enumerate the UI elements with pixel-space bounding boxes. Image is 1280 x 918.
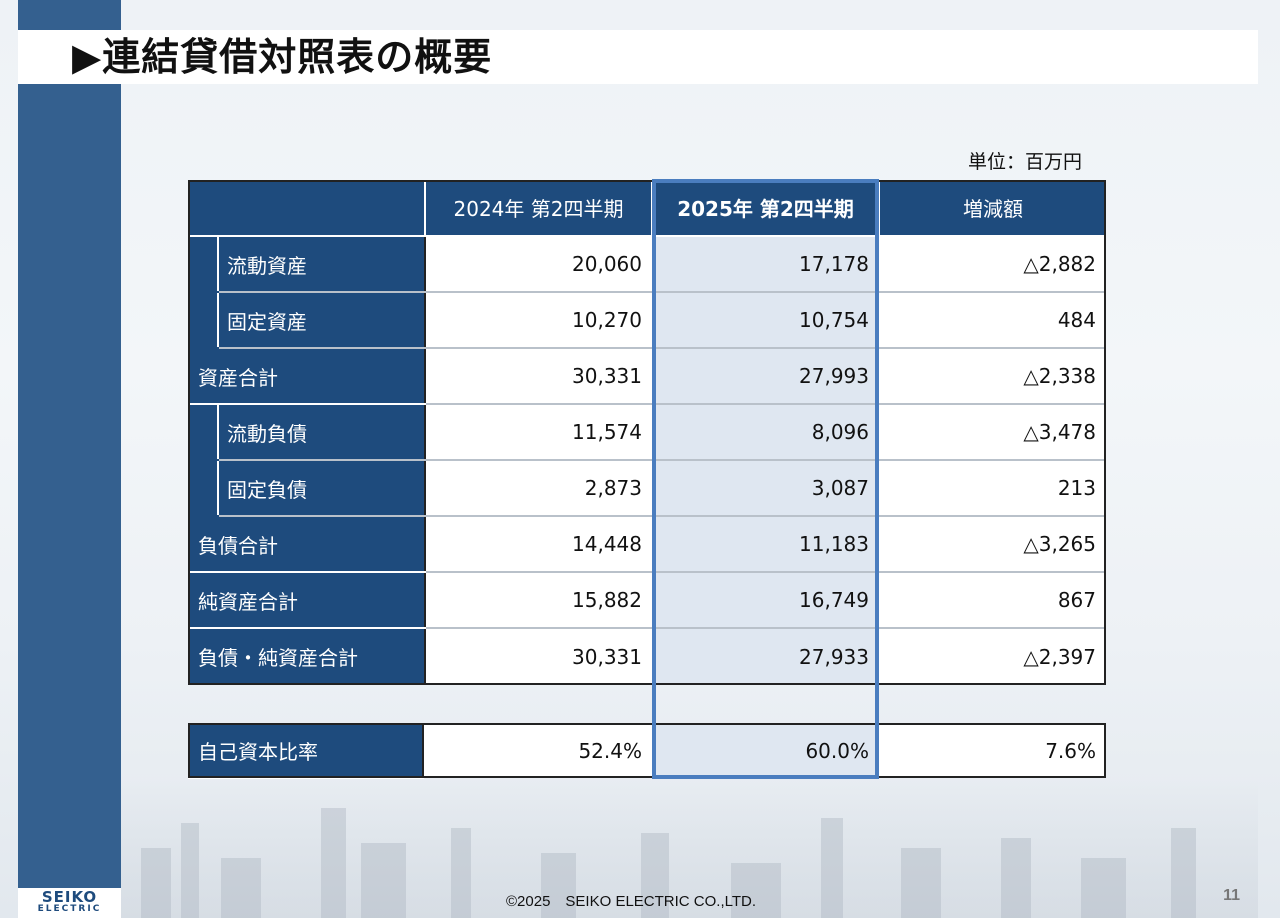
copyright-footer: ©2025 SEIKO ELECTRIC CO.,LTD.	[506, 893, 757, 910]
value-2024: 2,873	[424, 460, 652, 517]
indent-cell	[188, 292, 218, 349]
header-blank-cell	[188, 180, 426, 237]
indent-cell	[188, 236, 218, 293]
indent-cell	[188, 404, 218, 461]
value-change: 484	[879, 292, 1106, 349]
value-2024: 30,331	[424, 628, 652, 684]
logo-line-1: SEIKO	[41, 888, 98, 906]
page-number: 11	[1223, 887, 1240, 904]
page-title: ▶連結貸借対照表の概要	[72, 35, 493, 79]
table-row: 固定資産 10,270 10,754 484	[188, 292, 1106, 349]
table-row: 資産合計 30,331 27,993 △2,338	[188, 348, 1106, 405]
value-2025: 27,933	[652, 628, 879, 684]
row-label: 固定資産	[217, 292, 425, 349]
header-2024-q2: 2024年 第2四半期	[425, 180, 653, 237]
title-band	[18, 30, 1258, 84]
value-change: △2,338	[879, 348, 1106, 405]
value-2025: 10,754	[652, 292, 879, 349]
unit-label: 単位：百万円	[968, 151, 1083, 173]
city-skyline-background	[121, 780, 1258, 918]
value-2025: 17,178	[652, 236, 879, 293]
equity-ratio-change: 7.6%	[879, 723, 1106, 778]
value-2024: 11,574	[424, 404, 652, 461]
equity-ratio-2025: 60.0%	[652, 723, 879, 778]
value-2024: 10,270	[424, 292, 652, 349]
row-label: 流動資産	[217, 236, 425, 293]
table-row: 負債合計 14,448 11,183 △3,265	[188, 516, 1106, 573]
balance-sheet-table: 2024年 第2四半期 2025年 第2四半期 増減額 流動資産 20,060 17…	[188, 180, 1106, 685]
seiko-electric-logo: SEIKO ELECTRIC	[18, 888, 121, 918]
value-change: 213	[879, 460, 1106, 517]
table-row: 純資産合計 15,882 16,749 867	[188, 572, 1106, 629]
value-2025: 11,183	[652, 516, 879, 573]
left-side-bar	[18, 0, 121, 918]
row-label: 負債合計	[188, 516, 425, 573]
value-2024: 14,448	[424, 516, 652, 573]
row-label: 固定負債	[217, 460, 425, 517]
row-label: 負債・純資産合計	[188, 628, 425, 685]
value-change: 867	[879, 572, 1106, 629]
header-change: 増減額	[879, 180, 1106, 237]
value-2024: 30,331	[424, 348, 652, 405]
value-change: △2,882	[879, 236, 1106, 293]
equity-ratio-2024: 52.4%	[423, 723, 652, 778]
value-2025: 8,096	[652, 404, 879, 461]
value-2025: 16,749	[652, 572, 879, 629]
row-label: 流動負債	[217, 404, 425, 461]
table-row: 固定負債 2,873 3,087 213	[188, 460, 1106, 517]
equity-ratio-row: 自己資本比率 52.4% 60.0% 7.6%	[188, 723, 1106, 779]
row-label: 純資産合計	[188, 572, 425, 629]
value-change: △3,478	[879, 404, 1106, 461]
row-label: 資産合計	[188, 348, 425, 405]
table-row: 負債・純資産合計 30,331 27,933 △2,397	[188, 628, 1106, 685]
value-2024: 15,882	[424, 572, 652, 629]
balance-sheet-body: 2024年 第2四半期 2025年 第2四半期 増減額 流動資産 20,060 17…	[188, 180, 1106, 685]
value-change: △3,265	[879, 516, 1106, 573]
logo-line-2: ELECTRIC	[37, 904, 102, 914]
table-row: 流動資産 20,060 17,178 △2,882	[188, 236, 1106, 293]
value-2024: 20,060	[424, 236, 652, 293]
table-header-row: 2024年 第2四半期 2025年 第2四半期 増減額	[188, 180, 1106, 237]
value-change: △2,397	[879, 628, 1106, 684]
table-row: 流動負債 11,574 8,096 △3,478	[188, 404, 1106, 461]
indent-cell	[188, 460, 218, 517]
header-2025-q2: 2025年 第2四半期	[652, 180, 880, 237]
value-2025: 27,993	[652, 348, 879, 405]
value-2025: 3,087	[652, 460, 879, 517]
equity-ratio-table: 自己資本比率 52.4% 60.0% 7.6%	[188, 723, 1106, 779]
equity-ratio-label: 自己資本比率	[188, 723, 424, 779]
